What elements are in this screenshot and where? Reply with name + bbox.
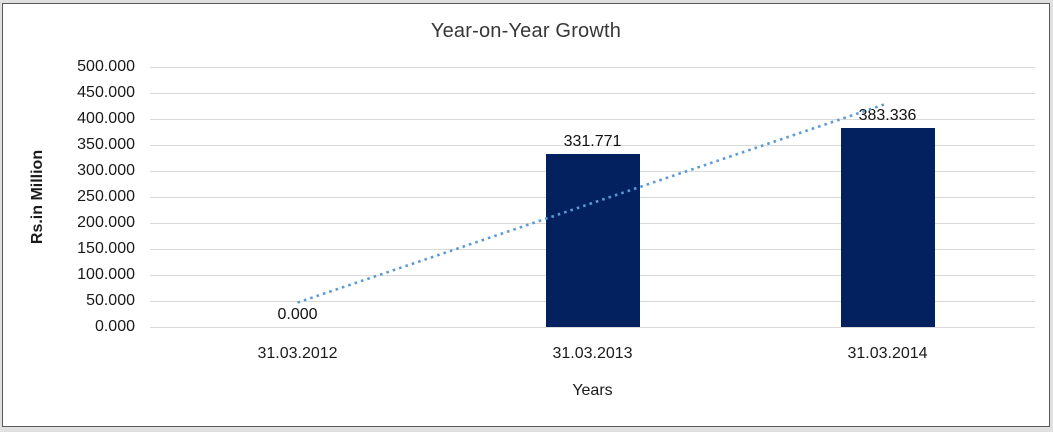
chart-frame: Year-on-Year Growth Rs.in Million Years … bbox=[2, 3, 1050, 427]
y-tick-label: 100.000 bbox=[77, 266, 135, 283]
y-tick-label: 300.000 bbox=[77, 162, 135, 179]
x-tick-label: 31.03.2014 bbox=[847, 345, 928, 362]
trendline bbox=[297, 102, 888, 304]
y-tick-label: 500.000 bbox=[77, 58, 135, 75]
y-tick-label: 200.000 bbox=[77, 214, 135, 231]
bar-31.03.2014 bbox=[840, 127, 935, 327]
y-tick-label: 250.000 bbox=[77, 188, 135, 205]
y-tick-label: 150.000 bbox=[77, 240, 135, 257]
chart-title: Year-on-Year Growth bbox=[430, 20, 622, 42]
data-label: 383.336 bbox=[858, 106, 917, 124]
bar-31.03.2013 bbox=[545, 154, 640, 327]
x-axis-title: Years bbox=[572, 382, 613, 399]
y-tick-label: 50.000 bbox=[86, 292, 135, 309]
data-label: 0.000 bbox=[277, 306, 318, 323]
y-tick-label: 0.000 bbox=[94, 318, 135, 335]
chart-area: Year-on-Year Growth Rs.in Million Years … bbox=[3, 4, 1049, 426]
x-tick-label: 31.03.2013 bbox=[552, 345, 633, 362]
y-tick-label: 400.000 bbox=[77, 110, 135, 127]
data-label: 331.771 bbox=[563, 133, 622, 151]
y-tick-label: 450.000 bbox=[77, 84, 135, 101]
y-tick-label: 350.000 bbox=[77, 136, 135, 153]
x-tick-label: 31.03.2012 bbox=[257, 345, 338, 362]
